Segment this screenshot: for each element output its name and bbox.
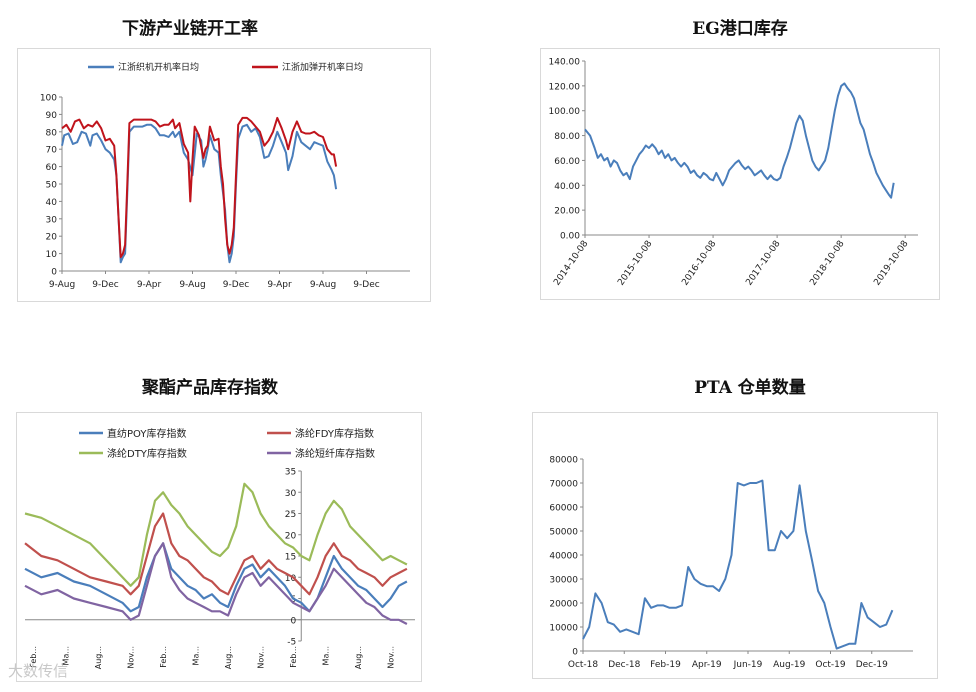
y-tick-label: 30 — [46, 215, 58, 225]
y-tick-label: 15 — [285, 553, 296, 563]
series-line-1 — [61, 123, 338, 264]
x-tick-label: 2018-10-08 — [808, 239, 846, 288]
y-tick-label: 30000 — [549, 576, 578, 586]
x-tick-label: 2014-10-08 — [552, 239, 590, 288]
y-tick-label: 0 — [291, 616, 297, 626]
x-tick-label: 9-Apr — [267, 280, 292, 290]
x-tick-label: Ma... — [322, 646, 331, 665]
y-tick-label: 80 — [46, 128, 58, 138]
x-tick-label: Jun-19 — [733, 660, 763, 670]
y-tick-label: 70 — [46, 146, 58, 156]
x-tick-label: Dec-18 — [608, 660, 640, 670]
y-tick-label: 40000 — [549, 552, 578, 562]
y-tick-label: 100.00 — [549, 107, 581, 117]
x-tick-label: Ma... — [62, 646, 71, 665]
x-tick-label: Nov... — [127, 646, 136, 669]
y-tick-label: 100 — [40, 94, 57, 104]
x-tick-label: Apr-19 — [692, 660, 722, 670]
chart4-svg: 0 10000 20000 30000 40000 50000 60000 70000 8000… — [549, 456, 913, 670]
y-tick-label: 0 — [51, 268, 57, 278]
y-tick-label: 5 — [291, 595, 297, 605]
y-tick-label: 80000 — [549, 456, 578, 466]
x-tick-label: Oct-19 — [815, 660, 846, 670]
x-tick-label: Aug... — [224, 646, 233, 669]
y-tick-label: 10000 — [549, 624, 578, 634]
y-tick-label: 10 — [285, 574, 297, 584]
y-tick-label: 0 — [572, 648, 578, 658]
y-tick-label: 60 — [46, 163, 58, 173]
x-tick-label: Dec-19 — [856, 660, 888, 670]
chart2-svg: 0.00 20.00 40.00 60.00 80.00 100.00 120.00 140.… — [549, 58, 918, 288]
chart4-title: PTA 仓单数量 — [694, 378, 806, 398]
x-tick-label: 2016-10-08 — [680, 239, 718, 288]
series-line-3 — [24, 482, 408, 587]
y-tick-label: -5 — [287, 638, 296, 648]
y-tick-label: 50000 — [549, 528, 578, 538]
y-tick-label: 20.00 — [554, 207, 580, 217]
x-tick-label: 9-Apr — [137, 280, 162, 290]
x-tick-label: Oct-18 — [568, 660, 599, 670]
x-tick-label: Aug... — [94, 646, 103, 669]
x-tick-label: Aug-19 — [773, 660, 806, 670]
x-tick-label: Ma... — [192, 646, 201, 665]
x-tick-label: Nov... — [387, 646, 396, 669]
series-line-2 — [24, 512, 408, 596]
chart4-frame: 0 10000 20000 30000 40000 50000 60000 70000 8000… — [532, 412, 938, 679]
x-tick-label: 9-Dec — [223, 280, 249, 290]
x-tick-label: 9-Dec — [353, 280, 379, 290]
chart1-title: 下游产业链开工率 — [122, 19, 258, 39]
x-tick-label: 9-Aug — [310, 280, 336, 290]
y-tick-label: 80.00 — [554, 132, 580, 142]
chart3-svg: -5 0 5 10 15 20 25 30 35 Feb... Ma... Aug... Nov... F… — [24, 427, 415, 669]
y-tick-label: 140.00 — [549, 58, 581, 68]
x-tick-label: 2019-10-08 — [872, 239, 910, 288]
y-tick-label: 0.00 — [560, 232, 580, 242]
x-tick-label: Aug... — [354, 646, 363, 669]
legend-label: 江浙加弹开机率日均 — [282, 61, 363, 73]
chart1-svg: 0 10 20 30 40 50 60 70 80 90 100 9-Aug 9-Dec 9-Apr 9-A… — [40, 61, 410, 290]
series-line-2 — [61, 116, 338, 259]
x-tick-label: Feb... — [289, 646, 298, 668]
series-line-1 — [584, 82, 895, 199]
x-tick-label: Feb... — [29, 646, 38, 668]
legend-label: 直纺POY库存指数 — [107, 427, 186, 440]
y-tick-label: 50 — [46, 181, 58, 191]
y-tick-label: 40 — [46, 198, 58, 208]
y-tick-label: 70000 — [549, 480, 578, 490]
y-tick-label: 20000 — [549, 600, 578, 610]
series-line-4 — [24, 542, 408, 625]
legend-label: 涤纶DTY库存指数 — [107, 447, 187, 460]
chart3-frame: -5 0 5 10 15 20 25 30 35 Feb... Ma... Aug... Nov... F… — [16, 412, 422, 682]
x-tick-label: Nov... — [257, 646, 266, 669]
x-tick-label: Feb-19 — [650, 660, 681, 670]
legend-label: 涤纶FDY库存指数 — [295, 427, 374, 440]
x-tick-label: Feb... — [159, 646, 168, 668]
x-tick-label: 9-Aug — [179, 280, 205, 290]
y-tick-label: 20 — [285, 531, 297, 541]
y-tick-label: 10 — [46, 250, 58, 260]
y-tick-label: 90 — [46, 111, 58, 121]
chart3-title: 聚酯产品库存指数 — [142, 378, 278, 398]
chart2-frame: 0.00 20.00 40.00 60.00 80.00 100.00 120.00 140.… — [540, 48, 940, 300]
x-tick-label: 9-Dec — [92, 280, 118, 290]
y-tick-label: 60.00 — [554, 157, 580, 167]
watermark: 大数传信 — [8, 662, 69, 680]
x-tick-label: 9-Aug — [49, 280, 75, 290]
x-tick-label: 2017-10-08 — [744, 239, 782, 288]
chart2-title: EG港口库存 — [692, 19, 788, 39]
legend-label: 江浙织机开机率日均 — [118, 61, 199, 73]
y-tick-label: 30 — [285, 489, 297, 499]
x-tick-label: 2015-10-08 — [616, 239, 654, 288]
y-tick-label: 120.00 — [549, 82, 581, 92]
series-line-1 — [24, 542, 408, 613]
y-tick-label: 60000 — [549, 504, 578, 514]
chart1-frame: 0 10 20 30 40 50 60 70 80 90 100 9-Aug 9-Dec 9-Apr 9-A… — [17, 48, 431, 302]
y-tick-label: 40.00 — [554, 182, 580, 192]
y-tick-label: 20 — [46, 233, 58, 243]
y-tick-label: 25 — [285, 510, 296, 520]
legend-label: 涤纶短纤库存指数 — [295, 447, 375, 460]
series-line-1 — [582, 479, 894, 650]
y-tick-label: 35 — [285, 468, 296, 478]
